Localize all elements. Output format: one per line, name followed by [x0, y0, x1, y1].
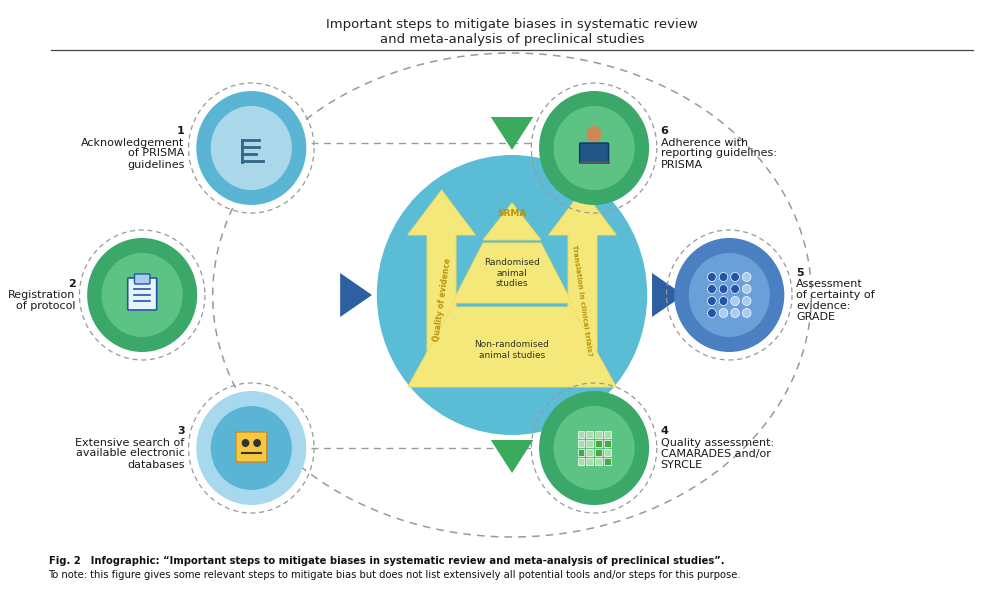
Polygon shape [408, 190, 475, 383]
Bar [578, 458, 584, 465]
Bar [578, 431, 584, 438]
Circle shape [540, 391, 649, 505]
Text: available electronic: available electronic [76, 448, 185, 459]
Circle shape [87, 238, 197, 352]
Circle shape [689, 253, 770, 337]
Text: SRMA: SRMA [497, 209, 527, 218]
Text: SYRCLE: SYRCLE [660, 459, 703, 469]
Circle shape [196, 391, 306, 505]
Polygon shape [652, 273, 684, 317]
FancyBboxPatch shape [128, 278, 156, 310]
Circle shape [719, 285, 728, 294]
Bar [595, 431, 602, 438]
Circle shape [553, 406, 635, 490]
Text: reporting guidelines:: reporting guidelines: [660, 148, 776, 158]
Bar [604, 431, 611, 438]
Text: Extensive search of: Extensive search of [75, 438, 185, 447]
Circle shape [102, 253, 183, 337]
Text: 4: 4 [660, 426, 668, 437]
Text: CAMARADES and/or: CAMARADES and/or [660, 448, 770, 459]
Circle shape [719, 309, 728, 318]
Bar [604, 449, 611, 456]
Polygon shape [491, 440, 534, 473]
Circle shape [253, 439, 261, 447]
Circle shape [742, 273, 751, 282]
Bar [604, 458, 611, 465]
Circle shape [731, 297, 740, 306]
Circle shape [719, 297, 728, 306]
Text: Randomised
animal
studies: Randomised animal studies [484, 258, 540, 288]
Circle shape [742, 309, 751, 318]
Text: 1: 1 [177, 127, 185, 136]
Polygon shape [548, 190, 617, 383]
Circle shape [540, 91, 649, 205]
Circle shape [708, 309, 716, 318]
Text: Translation in clinical trials?: Translation in clinical trials? [571, 244, 592, 356]
Text: Registration: Registration [8, 290, 75, 300]
Text: 6: 6 [660, 127, 668, 136]
Polygon shape [452, 243, 572, 303]
Text: of certainty of: of certainty of [796, 290, 874, 300]
Text: Important steps to mitigate biases in systematic review
and meta-analysis of pre: Important steps to mitigate biases in sy… [326, 18, 698, 46]
Circle shape [553, 106, 635, 190]
Circle shape [242, 439, 249, 447]
Text: Quality assessment:: Quality assessment: [660, 438, 774, 447]
Text: GRADE: GRADE [796, 312, 835, 322]
FancyBboxPatch shape [236, 432, 266, 462]
Bar [586, 431, 593, 438]
Bar [595, 458, 602, 465]
Bar [586, 458, 593, 465]
Bar [595, 449, 602, 456]
FancyBboxPatch shape [135, 274, 149, 284]
Circle shape [719, 273, 728, 282]
Polygon shape [341, 273, 372, 317]
Bar [604, 440, 611, 447]
Bar [595, 440, 602, 447]
FancyBboxPatch shape [579, 143, 609, 163]
Circle shape [708, 297, 716, 306]
Text: 5: 5 [796, 268, 804, 278]
Text: To note: this figure gives some relevant steps to mitigate bias but does not lis: To note: this figure gives some relevant… [49, 570, 742, 580]
Text: 2: 2 [68, 279, 75, 289]
Circle shape [731, 285, 740, 294]
Circle shape [586, 126, 602, 142]
Circle shape [377, 155, 647, 435]
Text: Fig. 2  Infographic: “Important steps to mitigate biases in systematic review an: Fig. 2 Infographic: “Important steps to … [49, 556, 724, 566]
Circle shape [211, 406, 292, 490]
Text: Non-randomised
animal studies: Non-randomised animal studies [474, 340, 549, 360]
Circle shape [674, 238, 784, 352]
Text: guidelines: guidelines [128, 160, 185, 169]
Text: Assessment: Assessment [796, 279, 862, 289]
Circle shape [731, 309, 740, 318]
Text: databases: databases [127, 459, 185, 469]
Bar [578, 440, 584, 447]
Circle shape [708, 273, 716, 282]
Polygon shape [408, 307, 617, 387]
Text: of PRISMA: of PRISMA [129, 148, 185, 158]
Circle shape [708, 285, 716, 294]
Bar [586, 440, 593, 447]
Text: Adherence with: Adherence with [660, 138, 747, 148]
Text: Acknowledgement: Acknowledgement [81, 138, 185, 148]
Text: evidence:: evidence: [796, 301, 850, 311]
Circle shape [211, 106, 292, 190]
Text: 3: 3 [177, 426, 185, 437]
Circle shape [742, 285, 751, 294]
Polygon shape [483, 203, 541, 240]
Bar [586, 449, 593, 456]
Text: PRISMA: PRISMA [660, 160, 703, 169]
Bar [578, 449, 584, 456]
Circle shape [196, 91, 306, 205]
Text: of protocol: of protocol [16, 301, 75, 311]
Circle shape [742, 297, 751, 306]
Circle shape [731, 273, 740, 282]
Polygon shape [491, 117, 534, 150]
Text: Quality of evidence: Quality of evidence [433, 258, 452, 342]
